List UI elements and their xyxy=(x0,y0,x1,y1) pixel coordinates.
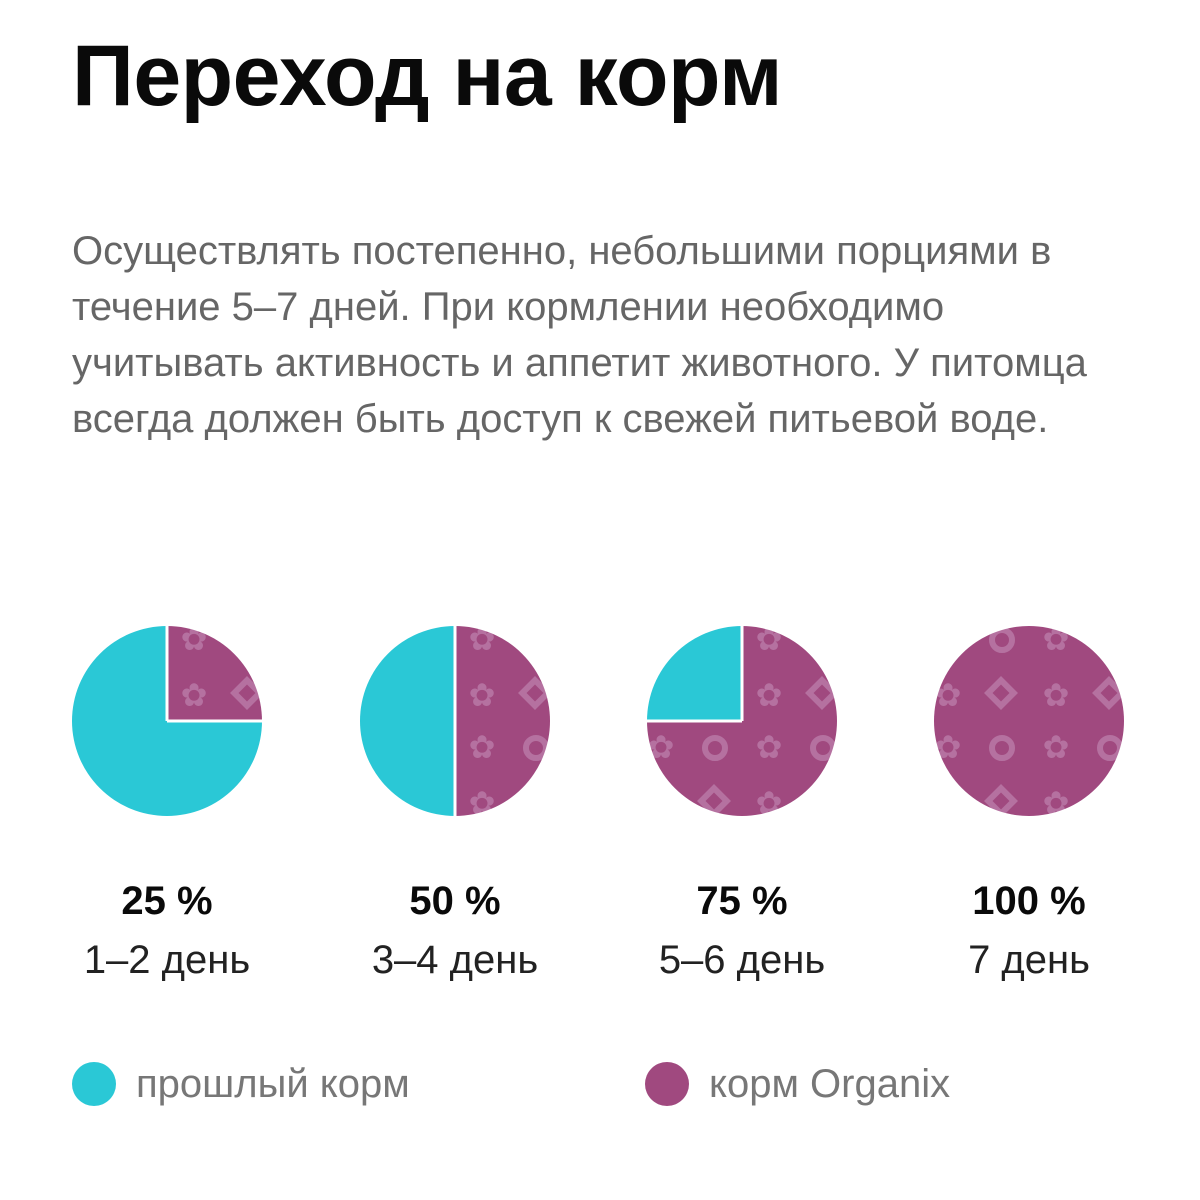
legend-label-organix: корм Organix xyxy=(709,1061,951,1106)
pie-slice-organix xyxy=(455,626,550,816)
page-title: Переход на корм xyxy=(72,28,783,124)
legend-swatch-organix xyxy=(645,1062,689,1106)
pie-slice-organix xyxy=(934,626,1124,816)
pie-slice-organix xyxy=(167,626,262,721)
legend-label-old-food: прошлый корм xyxy=(136,1061,410,1106)
pie-slice-old-food xyxy=(647,626,742,721)
day-label: 5–6 день xyxy=(659,938,825,982)
day-label: 3–4 день xyxy=(372,938,538,982)
legend-swatch-old-food xyxy=(72,1062,116,1106)
description-text: Осуществлять постепенно, небольшими порц… xyxy=(72,229,1087,441)
pie-chart-2 xyxy=(360,626,550,816)
day-label: 1–2 день xyxy=(84,938,250,982)
pie-chart-4 xyxy=(934,626,1124,816)
legend-item-old-food: прошлый корм xyxy=(72,1052,410,1116)
pie-slice-old-food xyxy=(360,626,455,816)
percent-label: 50 % xyxy=(409,879,500,923)
legend: прошлый корм корм Organix xyxy=(0,1052,1200,1116)
legend-item-organix: корм Organix xyxy=(645,1052,950,1116)
percent-label: 75 % xyxy=(696,879,787,923)
percent-label: 25 % xyxy=(121,879,212,923)
percent-label: 100 % xyxy=(972,879,1085,923)
day-label: 7 день xyxy=(968,938,1090,982)
pie-chart-1 xyxy=(72,626,262,816)
pie-chart-3 xyxy=(647,626,837,816)
